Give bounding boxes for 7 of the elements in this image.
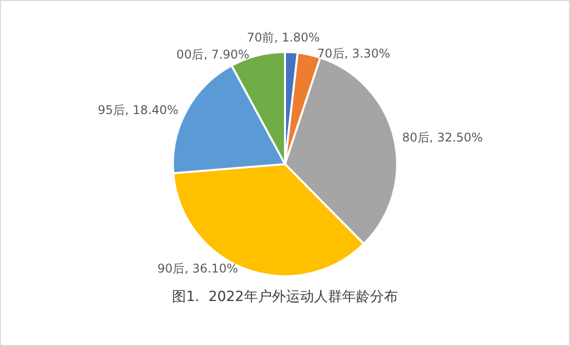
- slice-label: 80后, 32.50%: [402, 130, 483, 145]
- slice-label: 70前, 1.80%: [246, 30, 320, 44]
- slice-label: 70后, 3.30%: [317, 46, 390, 61]
- text: 图1. 2022年户外运动人群年龄分布: [172, 289, 398, 306]
- slice-label: 90后, 36.10%: [157, 261, 238, 276]
- slice-label: 95后, 18.40%: [98, 102, 178, 117]
- slice-label: 00后, 7.90%: [176, 48, 250, 62]
